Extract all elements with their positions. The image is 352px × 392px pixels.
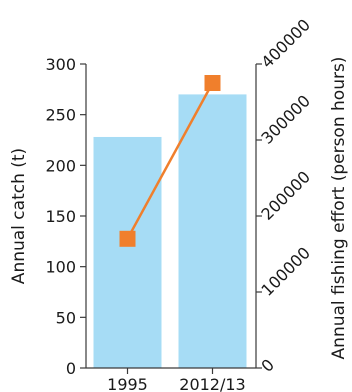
bars-layer [93, 94, 247, 369]
y-axis-title-left: Annual catch (t) [9, 148, 29, 284]
effort-line [126, 82, 214, 240]
right-ticks: 0 100000 200000 300000 400000 [256, 15, 314, 376]
right-tick-label: 300000 [257, 91, 314, 148]
left-tick-label: 200 [45, 156, 76, 175]
left-tick-label: 100 [45, 258, 76, 277]
effort-marker-2012-13 [204, 75, 221, 91]
right-tick-label: 200000 [257, 167, 314, 224]
left-tick-label: 250 [45, 106, 76, 125]
bar-2012-13 [178, 94, 247, 369]
x-tick-label: 2012/13 [179, 375, 245, 392]
x-tick-label: 1995 [107, 375, 148, 392]
left-tick-label: 150 [45, 207, 76, 226]
bar-1995 [93, 136, 162, 368]
right-tick-label: 0 [257, 355, 278, 376]
line-layer [119, 75, 221, 247]
left-tick-label: 300 [45, 55, 76, 74]
effort-marker-1995 [119, 230, 136, 247]
right-tick-label: 100000 [257, 243, 314, 300]
y-axis-title-right: Annual fishing effort (person hours) [329, 57, 349, 360]
left-tick-label: 0 [66, 359, 76, 378]
right-tick-label: 400000 [257, 15, 314, 72]
left-tick-label: 50 [56, 308, 76, 327]
left-ticks: 0 50 100 150 200 250 300 [45, 55, 86, 378]
x-ticks: 1995 2012/13 [107, 368, 246, 392]
